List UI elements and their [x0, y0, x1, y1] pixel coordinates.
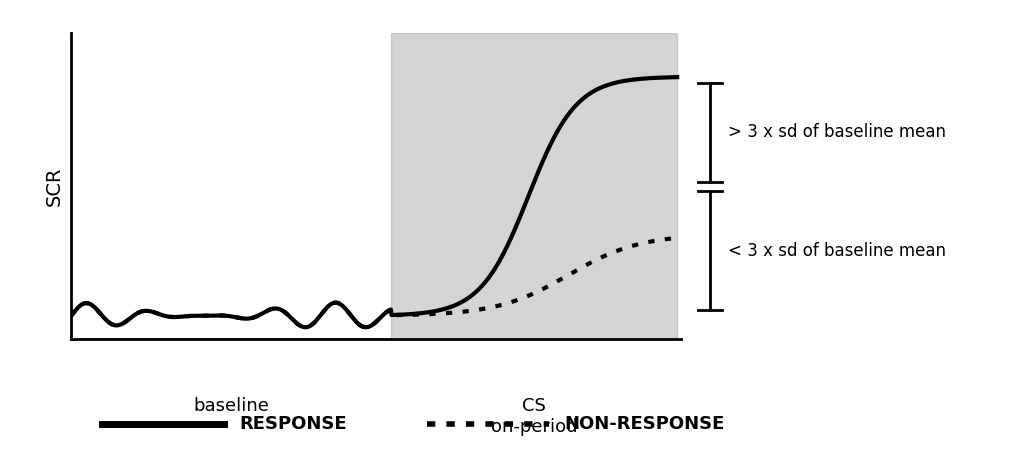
Text: > 3 x sd of baseline mean: > 3 x sd of baseline mean — [728, 123, 946, 141]
Text: < 3 x sd of baseline mean: < 3 x sd of baseline mean — [728, 242, 946, 260]
Text: NON-RESPONSE: NON-RESPONSE — [564, 415, 725, 433]
Text: baseline: baseline — [193, 398, 270, 415]
Text: CS
on-period: CS on-period — [491, 398, 578, 436]
Bar — [391, 33, 677, 339]
Y-axis label: SCR: SCR — [45, 166, 64, 206]
Text: RESPONSE: RESPONSE — [239, 415, 347, 433]
